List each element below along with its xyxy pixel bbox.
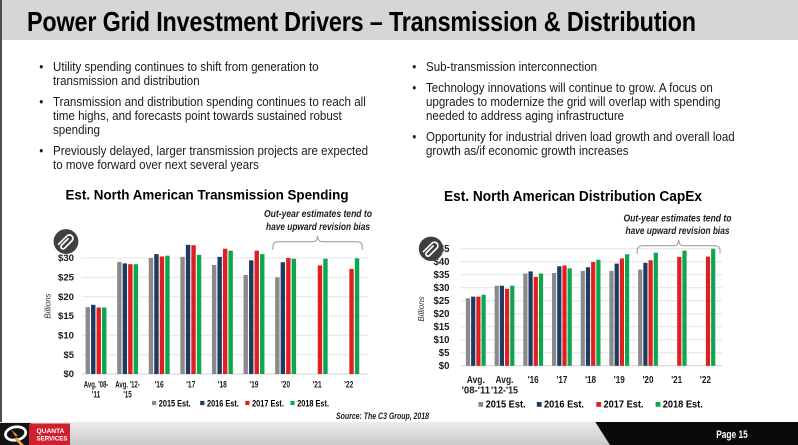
svg-text:$30: $30 (58, 253, 74, 264)
svg-text:Est. North American Distributi: Est. North American Distribution CapEx (444, 189, 702, 205)
svg-text:$30: $30 (434, 283, 450, 294)
svg-text:$0: $0 (64, 369, 75, 380)
svg-text:QUANTA: QUANTA (37, 427, 66, 434)
svg-text:Billions: Billions (44, 293, 53, 318)
svg-text:'16: '16 (528, 375, 539, 386)
svg-text:Avg.: Avg. (496, 375, 514, 386)
svg-text:'22: '22 (344, 379, 353, 390)
svg-text:'17: '17 (556, 375, 567, 386)
svg-text:2017 Est.: 2017 Est. (252, 398, 284, 408)
svg-text:$15: $15 (58, 311, 75, 322)
svg-text:$35: $35 (434, 270, 450, 281)
svg-text:$5: $5 (439, 348, 450, 359)
svg-text:Est. North American Transmissi: Est. North American Transmission Spendin… (66, 187, 349, 203)
svg-text:SERVICES: SERVICES (37, 435, 68, 442)
svg-text:'18: '18 (585, 375, 596, 386)
svg-text:have upward revision bias: have upward revision bias (626, 226, 730, 237)
svg-text:'15: '15 (123, 390, 132, 401)
svg-text:2016 Est.: 2016 Est. (544, 400, 584, 411)
svg-text:'22: '22 (700, 375, 711, 386)
svg-text:'17: '17 (186, 379, 195, 390)
svg-text:'18: '18 (218, 379, 227, 390)
svg-text:$10: $10 (434, 335, 450, 346)
svg-text:'20: '20 (281, 379, 290, 390)
svg-text:2018 Est.: 2018 Est. (297, 398, 329, 408)
svg-text:Source: The C3 Group, 2018: Source: The C3 Group, 2018 (336, 411, 430, 422)
svg-text:$40: $40 (434, 257, 450, 268)
svg-text:'16: '16 (155, 379, 164, 390)
svg-text:Avg. '08-: Avg. '08- (84, 379, 109, 390)
svg-text:$25: $25 (434, 296, 450, 307)
svg-text:'21: '21 (313, 379, 323, 390)
svg-text:$5: $5 (64, 350, 75, 361)
svg-text:2017 Est.: 2017 Est. (604, 400, 644, 411)
svg-text:'08-'11: '08-'11 (462, 385, 491, 396)
svg-text:'21: '21 (671, 375, 682, 386)
svg-text:'12-'15: '12-'15 (491, 385, 518, 396)
svg-text:$0: $0 (439, 361, 450, 372)
svg-text:2018 Est.: 2018 Est. (663, 400, 703, 411)
svg-text:$20: $20 (434, 309, 450, 320)
svg-text:2016 Est.: 2016 Est. (207, 398, 239, 408)
svg-text:Out-year estimates tend to: Out-year estimates tend to (264, 209, 372, 220)
svg-text:Avg. '12-: Avg. '12- (115, 379, 140, 390)
svg-text:2015 Est.: 2015 Est. (486, 400, 526, 411)
svg-text:'11: '11 (92, 390, 101, 401)
svg-text:'19: '19 (250, 379, 259, 390)
svg-text:Out-year estimates tend to: Out-year estimates tend to (624, 214, 732, 225)
svg-text:Billions: Billions (417, 296, 426, 321)
svg-text:2015 Est.: 2015 Est. (159, 398, 191, 408)
svg-text:'20: '20 (643, 375, 654, 386)
svg-text:have upward revision bias: have upward revision bias (266, 222, 370, 233)
svg-text:$10: $10 (58, 331, 74, 342)
svg-text:$25: $25 (58, 273, 75, 284)
svg-text:'19: '19 (614, 375, 625, 386)
svg-text:$15: $15 (434, 322, 450, 333)
svg-text:Avg.: Avg. (467, 375, 485, 386)
svg-text:$20: $20 (58, 292, 74, 303)
